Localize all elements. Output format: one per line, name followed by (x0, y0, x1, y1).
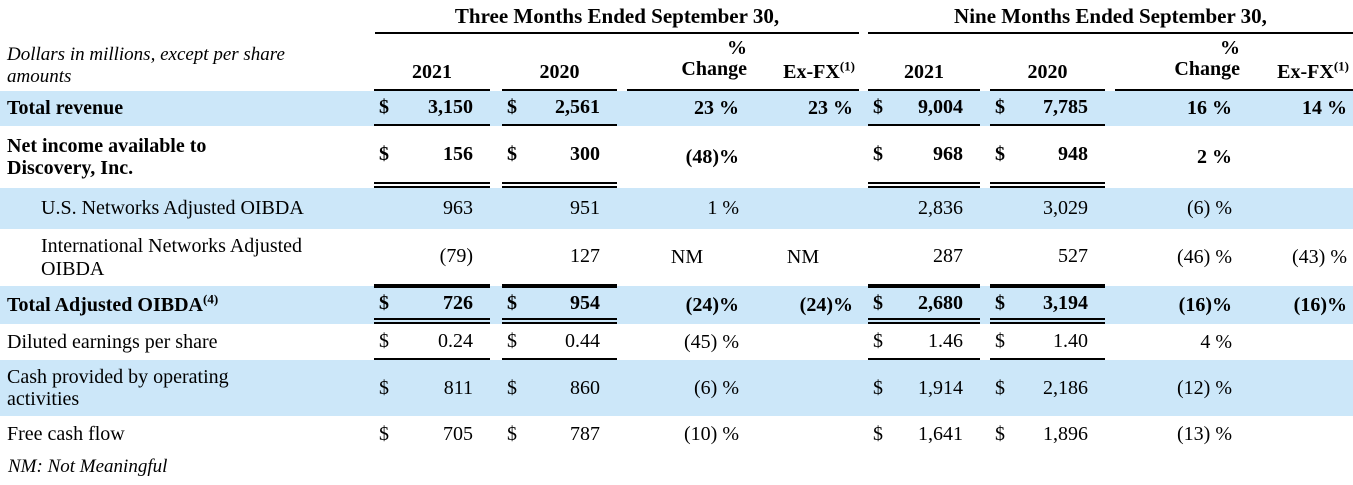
row-label: Total revenue (7, 97, 124, 120)
row-label: U.S. Networks Adjusted OIBDA (41, 197, 304, 220)
exfx-cell: 23 % (808, 97, 853, 119)
row-label: International Networks Adjusted OIBDA (41, 235, 303, 280)
col-header-tm-exfx: Ex-FX(1) (747, 34, 859, 91)
col-header-nm-2021: 2021 (868, 34, 980, 91)
column-header-row: Dollars in millions, except per share am… (0, 34, 1353, 91)
table-row-cash-from-operations: Cash provided by operating activities $8… (0, 360, 1353, 416)
value-cell: 287 (868, 229, 980, 286)
header-spacer (0, 0, 375, 34)
units-note: Dollars in millions, except per share am… (7, 44, 285, 87)
table-row-us-networks-oibda: U.S. Networks Adjusted OIBDA 963 951 1 %… (0, 188, 1353, 229)
value-cell: $156 (374, 126, 490, 188)
value-cell: 963 (443, 197, 473, 219)
col-header-tm-pct-change: % Change (627, 34, 747, 91)
value-cell: (79) (374, 229, 490, 286)
exfx-cell (747, 188, 859, 229)
exfx-cell (747, 416, 859, 452)
value-cell: 2,836 (918, 197, 963, 219)
exfx-cell (747, 324, 859, 360)
value-cell: $811 (379, 376, 473, 399)
table-row-intl-networks-oibda: International Networks Adjusted OIBDA (7… (0, 229, 1353, 286)
value-cell: $1.40 (990, 324, 1105, 360)
pct-change-cell: 2 % (1197, 145, 1232, 168)
row-label: Net income available to Discovery, Inc. (7, 134, 207, 179)
value-cell: $726 (374, 286, 490, 324)
pct-change-cell: (24)% (685, 293, 739, 316)
col-header-nm-pct-change: % Change (1115, 34, 1240, 91)
table-row-diluted-eps: Diluted earnings per share $0.24 $0.44 (… (0, 324, 1353, 360)
value-cell: $3,194 (990, 286, 1105, 324)
exfx-cell (1240, 324, 1353, 360)
value-cell: $860 (507, 376, 600, 399)
col-header-tm-2020: 2020 (502, 34, 617, 91)
exfx-cell (1240, 360, 1353, 416)
value-cell: 527 (990, 229, 1105, 286)
pct-change-cell: (6) % (694, 376, 739, 399)
table-row-free-cash-flow: Free cash flow $705 $787 (10) % $1,641 $… (0, 416, 1353, 452)
table-row-total-adjusted-oibda: Total Adjusted OIBDA(4) $726 $954 (24)% … (0, 286, 1353, 324)
exfx-cell: NM (786, 246, 820, 268)
period-nine-months-title: Nine Months Ended September 30, (868, 0, 1353, 34)
value-cell: $3,150 (374, 91, 490, 126)
value-cell: $2,186 (995, 376, 1088, 399)
value-cell: $787 (507, 422, 600, 445)
value-cell: 951 (570, 197, 600, 219)
exfx-cell: (43) % (1292, 246, 1347, 268)
value-cell: $0.24 (374, 324, 490, 360)
value-cell: $300 (502, 126, 617, 188)
pct-change-cell: (13) % (1177, 422, 1232, 445)
nm-footnote: NM: Not Meaningful (8, 456, 168, 477)
value-cell: 3,029 (1043, 197, 1088, 219)
col-header-tm-2021: 2021 (374, 34, 490, 91)
col-header-nm-exfx: Ex-FX(1) (1240, 34, 1353, 91)
pct-change-cell: 23 % (694, 97, 739, 119)
pct-change-cell: (46) % (1177, 246, 1232, 268)
table-row-total-revenue: Total revenue $3,150 $2,561 23 % 23 % $9… (0, 91, 1353, 126)
pct-change-cell: (12) % (1177, 376, 1232, 399)
exfx-cell (747, 126, 859, 188)
header-gap (859, 0, 868, 34)
value-cell: $968 (868, 126, 980, 188)
value-cell: $705 (379, 422, 473, 445)
value-cell: $2,680 (868, 286, 980, 324)
row-label: Cash provided by operating activities (7, 365, 229, 410)
period-header-row: Three Months Ended September 30, Nine Mo… (0, 0, 1353, 34)
value-cell: $1,914 (873, 376, 963, 399)
pct-change-cell: (6) % (1187, 197, 1232, 219)
exfx-cell: (24)% (799, 293, 853, 316)
pct-change-cell: (45) % (684, 330, 739, 353)
row-label: Total Adjusted OIBDA(4) (7, 291, 219, 316)
value-cell: $9,004 (868, 91, 980, 126)
pct-change-cell: 4 % (1200, 330, 1232, 353)
value-cell: $1.46 (868, 324, 980, 360)
value-cell: $7,785 (990, 91, 1105, 126)
table-row-net-income: Net income available to Discovery, Inc. … (0, 126, 1353, 188)
value-cell: $2,561 (502, 91, 617, 126)
period-three-months-title: Three Months Ended September 30, (375, 0, 859, 34)
value-cell: $0.44 (502, 324, 617, 360)
value-cell: $954 (502, 286, 617, 324)
pct-change-cell: 16 % (1187, 97, 1232, 119)
exfx-cell (1240, 188, 1353, 229)
exfx-cell: 14 % (1302, 97, 1347, 119)
value-cell: $948 (990, 126, 1105, 188)
pct-change-cell: (10) % (684, 422, 739, 445)
pct-change-cell: (48)% (685, 145, 739, 168)
exfx-cell (1240, 416, 1353, 452)
row-label: Diluted earnings per share (7, 330, 218, 353)
pct-change-cell: NM (670, 246, 704, 268)
value-cell: 127 (502, 229, 617, 286)
value-cell: $1,896 (995, 422, 1088, 445)
col-header-nm-2020: 2020 (990, 34, 1105, 91)
exfx-cell (1240, 126, 1353, 188)
value-cell: $1,641 (873, 422, 963, 445)
exfx-cell (747, 360, 859, 416)
row-label: Free cash flow (7, 422, 125, 445)
pct-change-cell: (16)% (1178, 293, 1232, 316)
exfx-cell: (16)% (1293, 293, 1347, 316)
pct-change-cell: 1 % (707, 197, 739, 219)
